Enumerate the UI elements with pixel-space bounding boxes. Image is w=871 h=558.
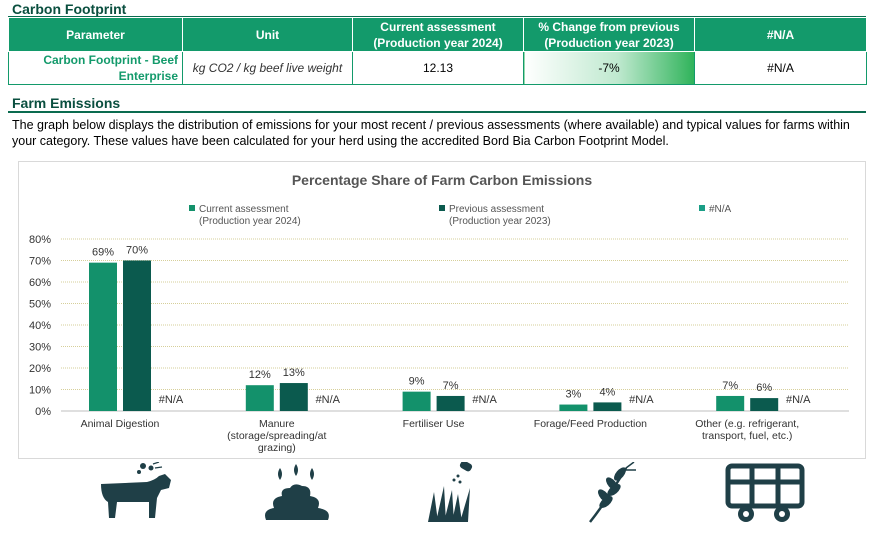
x-tick-label: Other (e.g. refrigerant, [695, 418, 799, 430]
data-label: 4% [599, 386, 615, 398]
x-tick-label: grazing) [258, 442, 296, 454]
fertiliser-grass-icon [428, 462, 473, 522]
x-tick-label: Fertiliser Use [403, 418, 465, 430]
bar [245, 385, 274, 411]
manure-icon [265, 464, 329, 520]
carbon-footprint-table: Parameter Unit Current assessment (Produc… [8, 17, 867, 85]
farm-emissions-title: Farm Emissions [12, 95, 121, 111]
farm-emissions-description: The graph below displays the distributio… [12, 118, 850, 148]
x-tick-label: (storage/spreading/at [227, 430, 326, 442]
bar [89, 262, 117, 411]
bar [750, 398, 779, 411]
header-percent-change: % Change from previous (Production year 2… [523, 17, 695, 52]
x-tick-label: transport, fuel, etc.) [702, 430, 792, 442]
bar [559, 404, 588, 411]
legend-label: Previous assessment [449, 204, 544, 215]
data-label: 3% [565, 389, 581, 401]
legend-label: #N/A [709, 204, 732, 215]
x-tick-label: Animal Digestion [81, 418, 160, 430]
data-label: 9% [409, 376, 425, 388]
header-unit: Unit [182, 17, 353, 52]
data-label: #N/A [786, 394, 811, 406]
y-tick-label: 80% [29, 234, 51, 246]
data-label: #N/A [472, 394, 497, 406]
data-label: 7% [443, 380, 459, 392]
carbon-footprint-title: Carbon Footprint [12, 1, 127, 17]
data-label: 70% [126, 245, 148, 257]
data-label: 7% [722, 380, 738, 392]
data-label: 69% [92, 247, 114, 259]
header-na: #N/A [694, 17, 867, 52]
bar [436, 395, 465, 411]
data-label: 6% [756, 382, 772, 394]
data-label: 13% [283, 367, 305, 379]
bar [593, 402, 622, 411]
data-label: #N/A [629, 394, 654, 406]
unit-cell: kg CO2 / kg beef live weight [182, 51, 353, 85]
chart-title: Percentage Share of Farm Carbon Emission… [292, 172, 593, 188]
current-value-cell: 12.13 [352, 51, 524, 85]
bar [279, 383, 308, 411]
header-current-assessment: Current assessment (Production year 2024) [352, 17, 524, 52]
header-parameter: Parameter [8, 17, 183, 52]
emissions-chart-svg: Percentage Share of Farm Carbon Emission… [29, 172, 849, 454]
bar [716, 395, 745, 411]
y-tick-label: 0% [35, 406, 51, 418]
legend-label-sub: (Production year 2023) [449, 216, 551, 227]
legend-swatch [189, 205, 195, 211]
wheat-icon [589, 462, 636, 523]
change-value-cell: -7% [523, 51, 695, 85]
bar [402, 391, 431, 411]
parameter-cell: Carbon Footprint - Beef Enterprise [8, 51, 183, 85]
data-label: #N/A [159, 394, 184, 406]
y-tick-label: 70% [29, 256, 51, 268]
emissions-chart: Percentage Share of Farm Carbon Emission… [18, 161, 866, 459]
bar [123, 260, 151, 411]
y-tick-label: 40% [29, 320, 51, 332]
y-tick-label: 10% [29, 385, 51, 397]
legend-label-sub: (Production year 2024) [199, 216, 301, 227]
legend-swatch [439, 205, 445, 211]
legend-label: Current assessment [199, 204, 289, 215]
table-row: Carbon Footprint - Beef Enterprise kg CO… [8, 51, 867, 85]
data-label: #N/A [316, 394, 341, 406]
x-tick-label: Forage/Feed Production [534, 418, 647, 430]
livestock-trailer-icon [725, 463, 805, 522]
y-tick-label: 30% [29, 342, 51, 354]
table-header-row: Parameter Unit Current assessment (Produc… [8, 17, 867, 52]
na-value-cell: #N/A [694, 51, 867, 85]
cow-icon [101, 462, 171, 518]
legend-swatch [699, 205, 705, 211]
y-tick-label: 20% [29, 363, 51, 375]
data-label: 12% [249, 369, 271, 381]
x-tick-label: Manure [259, 418, 295, 430]
y-tick-label: 60% [29, 277, 51, 289]
farm-emissions-rule [8, 111, 866, 113]
y-tick-label: 50% [29, 299, 51, 311]
